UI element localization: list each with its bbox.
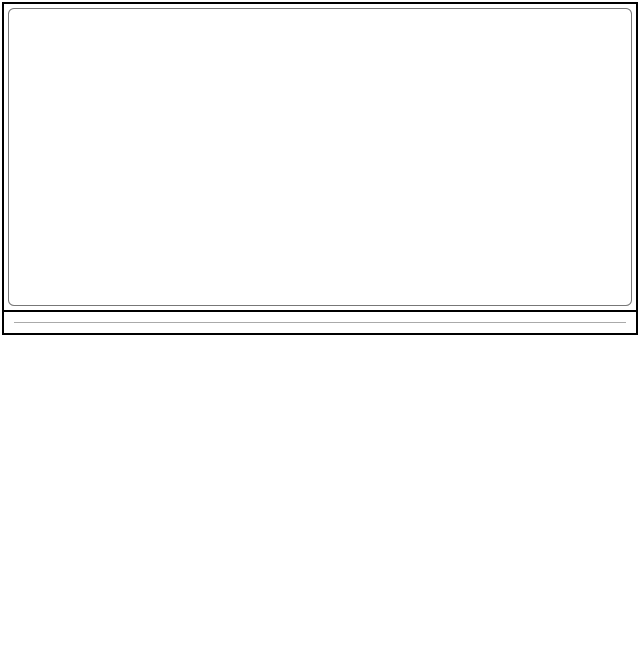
fuse-legend <box>4 312 636 333</box>
footer-warning <box>14 322 626 331</box>
fuse-box-layout <box>4 4 636 312</box>
fuse-box-diagram <box>2 2 638 335</box>
